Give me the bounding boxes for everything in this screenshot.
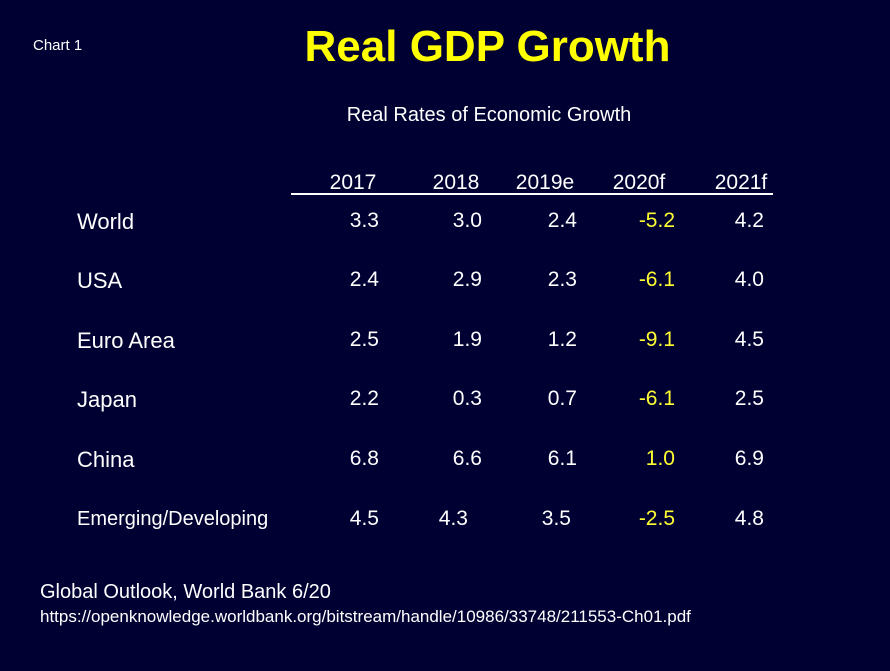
table-cell: 0.3 (452, 387, 482, 410)
row-label: Emerging/Developing (77, 508, 269, 530)
row-label: USA (77, 268, 123, 293)
column-header-2021f: 2021f (714, 171, 768, 194)
table-cell: 3.0 (452, 209, 482, 232)
table-cell: -2.5 (638, 507, 675, 530)
column-header-2018: 2018 (432, 171, 480, 194)
column-header-2017: 2017 (329, 171, 377, 194)
table-cell: -9.1 (638, 328, 675, 351)
source-citation: Global Outlook, World Bank 6/20 (40, 581, 331, 603)
table-cell: 2.3 (547, 268, 577, 291)
table-cell: 4.2 (734, 209, 764, 232)
table-cell: 4.8 (734, 507, 764, 530)
table-cell: 1.2 (547, 328, 577, 351)
table-cell: 4.5 (349, 507, 379, 530)
table-cell: 1.0 (645, 447, 675, 470)
column-header-2020f: 2020f (612, 171, 666, 194)
table-cell: 2.5 (734, 387, 764, 410)
table-cell: -6.1 (638, 387, 675, 410)
table-cell: 2.4 (349, 268, 379, 291)
table-cell: 6.1 (547, 447, 577, 470)
table-cell: 6.6 (452, 447, 482, 470)
table-cell: 2.2 (349, 387, 379, 410)
table-cell: 3.3 (349, 209, 379, 232)
table-cell: 4.5 (734, 328, 764, 351)
table-cell: 1.9 (452, 328, 482, 351)
chart-title: Real GDP Growth (304, 22, 671, 71)
row-label: Euro Area (77, 328, 175, 353)
table-cell: 4.3 (438, 507, 468, 530)
table-cell: 2.4 (547, 209, 577, 232)
table-cell: -6.1 (638, 268, 675, 291)
table-cell: 3.5 (541, 507, 571, 530)
table-cell: 0.7 (547, 387, 577, 410)
table-cell: 2.9 (452, 268, 482, 291)
table-cell: 6.9 (734, 447, 764, 470)
row-label: World (77, 209, 135, 234)
header-underline (291, 193, 773, 195)
chart-number-label: Chart 1 (33, 37, 83, 54)
table-cell: 6.8 (349, 447, 379, 470)
row-label: Japan (77, 387, 137, 412)
table-cell: 4.0 (734, 268, 764, 291)
chart-subtitle: Real Rates of Economic Growth (346, 104, 632, 126)
row-label: China (77, 447, 135, 472)
source-url: https://openknowledge.worldbank.org/bits… (40, 607, 691, 626)
table-cell: 2.5 (349, 328, 379, 351)
column-header-2019e: 2019e (515, 171, 575, 194)
table-cell: -5.2 (638, 209, 675, 232)
